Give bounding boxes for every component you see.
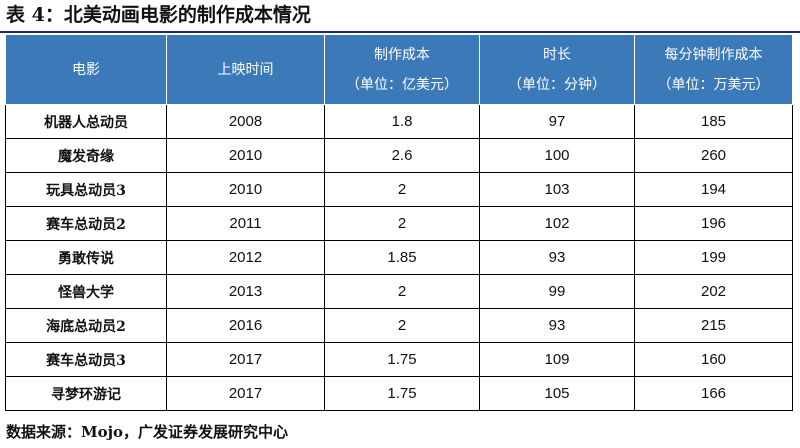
cost-per-minute-cell: 166 (634, 376, 793, 411)
production-cost-table: 电影 上映时间 制作成本 （单位：亿美元） 时长 （单位：分钟） 每分钟制作成本… (5, 34, 793, 411)
source-note: 数据来源：Mojo，广发证券发展研究中心 (6, 423, 289, 441)
table-row: 机器人总动员 2008 1.8 97 185 (5, 104, 793, 139)
cost-per-minute-cell: 196 (634, 206, 793, 241)
title-divider (0, 31, 800, 33)
duration-cell: 109 (479, 342, 635, 377)
movie-name-cell: 玩具总动员3 (5, 172, 167, 207)
column-header-duration: 时长 （单位：分钟） (479, 34, 635, 105)
duration-cell: 103 (479, 172, 635, 207)
cost-per-minute-cell: 194 (634, 172, 793, 207)
cost-per-minute-cell: 215 (634, 308, 793, 343)
column-header-cost-per-minute: 每分钟制作成本 （单位：万美元） (634, 34, 793, 105)
production-cost-cell: 2 (324, 172, 480, 207)
header-row: 电影 上映时间 制作成本 （单位：亿美元） 时长 （单位：分钟） 每分钟制作成本… (5, 34, 793, 105)
cost-per-minute-cell: 185 (634, 104, 793, 139)
production-cost-cell: 1.85 (324, 240, 480, 275)
movie-name-cell: 赛车总动员2 (5, 206, 167, 241)
duration-cell: 105 (479, 376, 635, 411)
movie-name-cell: 赛车总动员3 (5, 342, 167, 377)
duration-cell: 100 (479, 138, 635, 173)
production-cost-cell: 2.6 (324, 138, 480, 173)
release-year-cell: 2010 (166, 172, 325, 207)
release-year-cell: 2008 (166, 104, 325, 139)
column-header-release-year: 上映时间 (166, 34, 325, 105)
release-year-cell: 2016 (166, 308, 325, 343)
table-row: 海底总动员2 2016 2 93 215 (5, 308, 793, 343)
cost-per-minute-cell: 260 (634, 138, 793, 173)
table-row: 魔发奇缘 2010 2.6 100 260 (5, 138, 793, 173)
column-header-production-cost: 制作成本 （单位：亿美元） (324, 34, 480, 105)
duration-cell: 93 (479, 240, 635, 275)
table-title: 表 4：北美动画电影的制作成本情况 (6, 4, 311, 26)
duration-cell: 102 (479, 206, 635, 241)
movie-name-cell: 海底总动员2 (5, 308, 167, 343)
production-cost-cell: 2 (324, 206, 480, 241)
movie-name-cell: 怪兽大学 (5, 274, 167, 309)
production-cost-cell: 1.75 (324, 342, 480, 377)
release-year-cell: 2011 (166, 206, 325, 241)
cost-per-minute-cell: 202 (634, 274, 793, 309)
table-row: 怪兽大学 2013 2 99 202 (5, 274, 793, 309)
table-row: 赛车总动员3 2017 1.75 109 160 (5, 342, 793, 377)
duration-cell: 93 (479, 308, 635, 343)
movie-name-cell: 机器人总动员 (5, 104, 167, 139)
cost-per-minute-cell: 199 (634, 240, 793, 275)
production-cost-cell: 2 (324, 274, 480, 309)
production-cost-cell: 2 (324, 308, 480, 343)
table-row: 赛车总动员2 2011 2 102 196 (5, 206, 793, 241)
cost-per-minute-cell: 160 (634, 342, 793, 377)
release-year-cell: 2013 (166, 274, 325, 309)
table-row: 玩具总动员3 2010 2 103 194 (5, 172, 793, 207)
production-cost-cell: 1.8 (324, 104, 480, 139)
release-year-cell: 2017 (166, 342, 325, 377)
movie-name-cell: 魔发奇缘 (5, 138, 167, 173)
production-cost-cell: 1.75 (324, 376, 480, 411)
movie-name-cell: 寻梦环游记 (5, 376, 167, 411)
duration-cell: 97 (479, 104, 635, 139)
release-year-cell: 2012 (166, 240, 325, 275)
column-header-movie: 电影 (5, 34, 167, 105)
release-year-cell: 2017 (166, 376, 325, 411)
movie-name-cell: 勇敢传说 (5, 240, 167, 275)
table-row: 寻梦环游记 2017 1.75 105 166 (5, 376, 793, 411)
duration-cell: 99 (479, 274, 635, 309)
table-row: 勇敢传说 2012 1.85 93 199 (5, 240, 793, 275)
release-year-cell: 2010 (166, 138, 325, 173)
